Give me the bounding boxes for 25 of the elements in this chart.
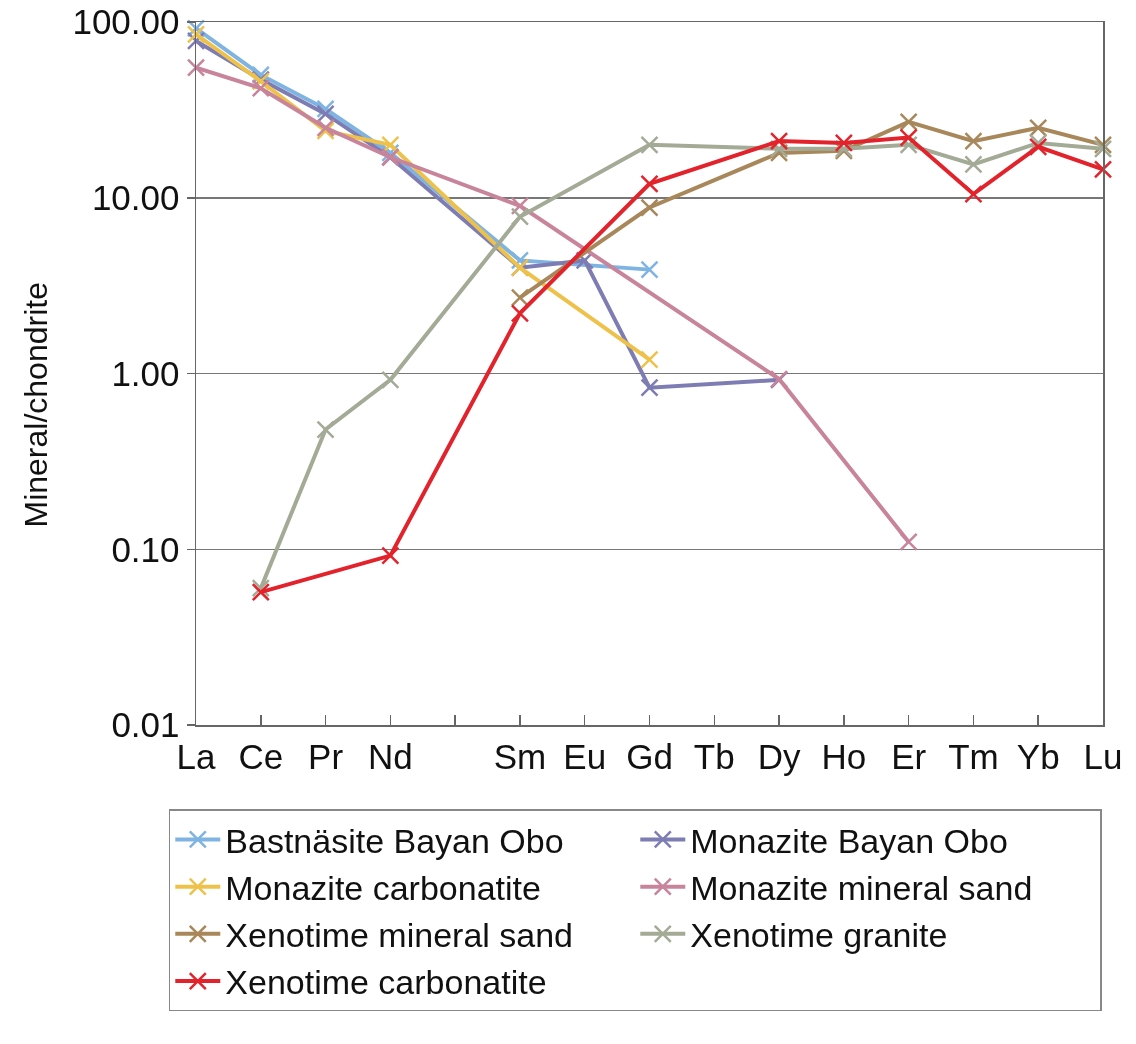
x-tick-label: Er xyxy=(891,736,927,776)
x-tick-label: Yb xyxy=(1016,736,1060,776)
y-axis-title: Mineral/chondrite xyxy=(18,282,55,528)
x-tick-label: Pr xyxy=(308,736,344,776)
y-tick-label: 100.00 xyxy=(72,2,180,42)
legend-label: Monazite carbonatite xyxy=(225,868,541,907)
y-tick-label: 0.10 xyxy=(111,529,180,569)
x-tick-label: Tb xyxy=(693,736,735,776)
x-tick-label: Sm xyxy=(493,736,547,776)
legend-label: Xenotime carbonatite xyxy=(225,963,547,1002)
legend-label: Monazite Bayan Obo xyxy=(690,821,1008,860)
legend-label: Bastnäsite Bayan Obo xyxy=(225,821,564,860)
x-tick-label: Nd xyxy=(367,736,413,776)
legend-label: Monazite mineral sand xyxy=(690,868,1033,907)
x-tick-label: Lu xyxy=(1083,736,1123,776)
legend-label: Xenotime mineral sand xyxy=(225,916,574,955)
x-tick-label: Ce xyxy=(238,736,284,776)
y-tick-label: 10.00 xyxy=(91,178,180,217)
x-tick-label: Ho xyxy=(821,736,867,776)
x-tick-label: Tm xyxy=(948,736,999,776)
x-tick-label: Eu xyxy=(563,736,607,776)
y-tick-label: 1.00 xyxy=(111,353,180,393)
x-tick-label: Gd xyxy=(626,736,673,776)
legend-label: Xenotime granite xyxy=(690,916,948,955)
x-tick-label: Dy xyxy=(757,736,801,776)
